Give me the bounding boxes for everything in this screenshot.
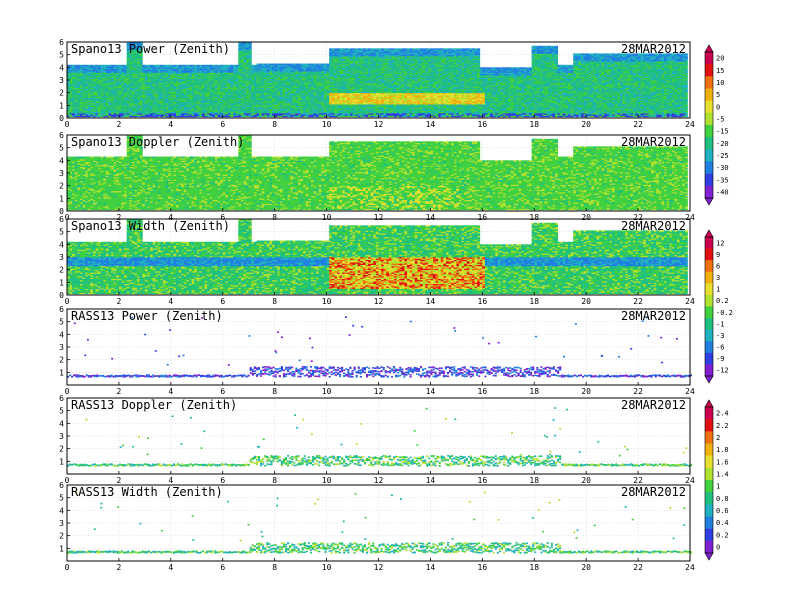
heatmap-cell bbox=[111, 65, 114, 67]
heatmap-cell bbox=[83, 65, 86, 67]
heatmap-cell bbox=[70, 65, 73, 67]
heatmap-cell bbox=[90, 65, 93, 67]
heatmap-cell bbox=[85, 65, 88, 67]
heatmap-cell bbox=[96, 65, 99, 67]
heatmap-cell bbox=[98, 65, 101, 67]
heatmap-cell bbox=[88, 65, 91, 67]
heatmap-cell bbox=[75, 65, 78, 67]
heatmap-cell bbox=[119, 65, 122, 67]
heatmap-cell bbox=[80, 65, 83, 67]
heatmap-cell bbox=[109, 65, 112, 67]
figure-canvas: 0 2 4 6 8 10 12 14 16 18 20 22 240123456 Spano13 Powe… bbox=[0, 0, 792, 612]
heatmap-cell bbox=[114, 65, 117, 67]
heatmap-cell bbox=[93, 65, 96, 67]
heatmap-cell bbox=[101, 65, 104, 67]
radar-figure: 0 2 4 6 8 10 12 14 16 18 20 22 24 0 1 2 3 4 5 6 Spano13 Powe… bbox=[0, 0, 792, 612]
heatmap-cell bbox=[72, 65, 75, 67]
heatmap-cell bbox=[103, 65, 106, 67]
heatmap-cell bbox=[122, 65, 125, 67]
heatmap-cell bbox=[116, 65, 119, 67]
heatmap-cell bbox=[124, 65, 127, 67]
heatmap-cell bbox=[77, 65, 80, 67]
heatmap-cell bbox=[106, 65, 109, 67]
